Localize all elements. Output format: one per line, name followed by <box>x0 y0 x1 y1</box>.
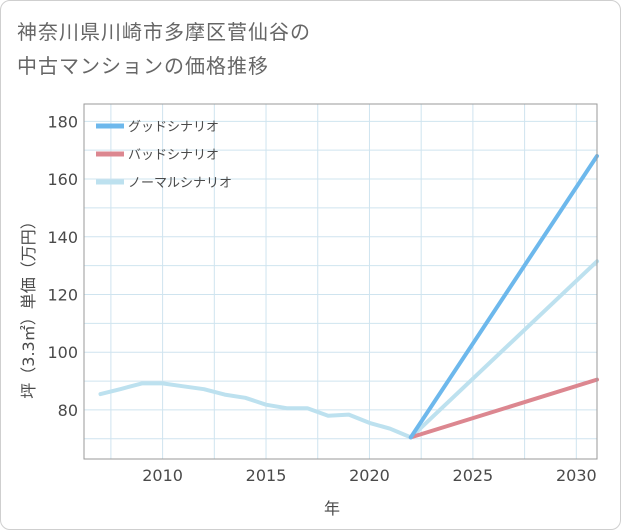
series-line-normal <box>98 259 599 440</box>
legend-label: ノーマルシナリオ <box>128 176 232 191</box>
chart-title: 神奈川県川崎市多摩区菅仙谷の 中古マンションの価格推移 <box>17 15 311 83</box>
plot-area-border <box>83 103 598 460</box>
y-tick-label: 180 <box>47 112 78 131</box>
x-tick-label: 2010 <box>142 466 183 485</box>
x-tick-label: 2030 <box>556 466 597 485</box>
legend-label: グッドシナリオ <box>128 120 219 135</box>
x-tick-label: 2025 <box>453 466 494 485</box>
legend-label: バッドシナリオ <box>128 148 219 163</box>
x-tick-label: 2020 <box>349 466 390 485</box>
x-axis-label: 年 <box>324 499 340 518</box>
x-tick-label: 2015 <box>246 466 287 485</box>
series-line-bad <box>408 377 599 440</box>
chart-title-line-2: 中古マンションの価格推移 <box>17 54 269 78</box>
x-tick-labels: 2010 2015 2020 2025 2030 <box>142 466 596 485</box>
y-axis-label: 坪（3.3㎡）単価（万円） <box>19 213 38 398</box>
grid-lines <box>84 104 597 459</box>
series-lines <box>98 154 599 440</box>
series-line-good <box>408 154 599 440</box>
y-tick-label: 140 <box>47 228 78 247</box>
y-tick-label: 120 <box>47 285 78 304</box>
y-tick-label: 80 <box>58 401 78 420</box>
chart-title-line-1: 神奈川県川崎市多摩区菅仙谷の <box>17 20 311 44</box>
y-tick-labels: 80 100 120 140 160 180 <box>47 112 78 420</box>
y-tick-label: 100 <box>47 343 78 362</box>
y-tick-label: 160 <box>47 170 78 189</box>
